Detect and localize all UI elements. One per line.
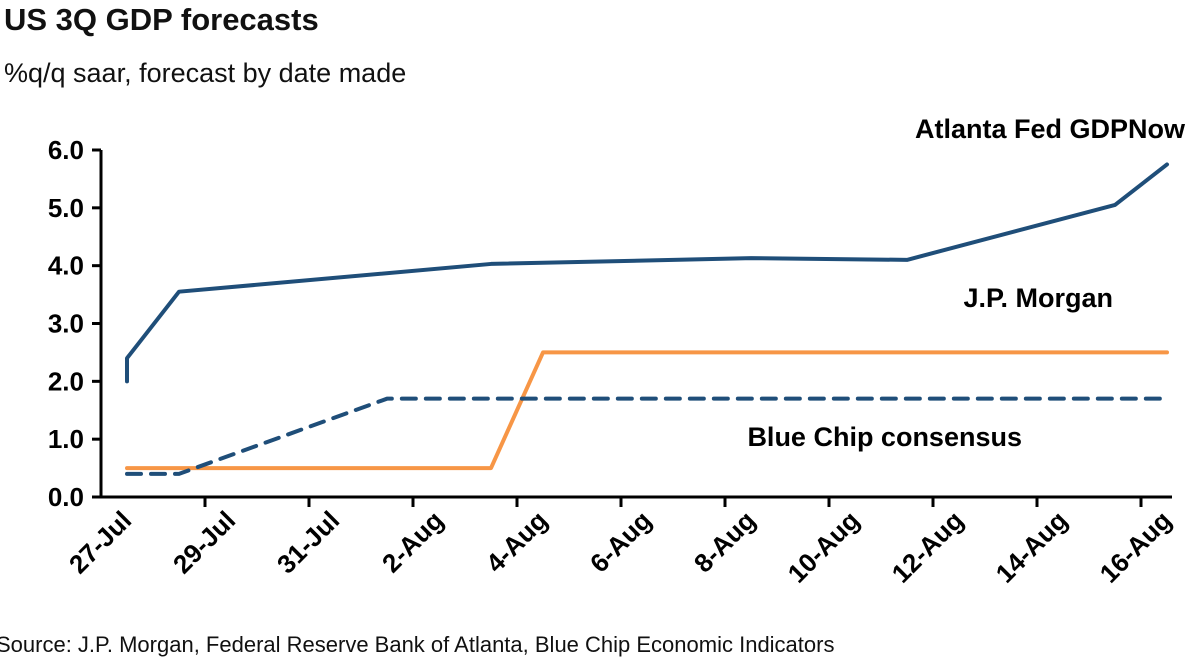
x-tick-label: 27-Jul: [63, 505, 137, 579]
x-tick-label: 8-Aug: [688, 505, 761, 578]
series-label: Atlanta Fed GDPNow: [915, 114, 1186, 144]
series-line-atlanta-fed-gdpnow: [125, 162, 1169, 384]
chart-title: US 3Q GDP forecasts: [4, 2, 319, 37]
y-tick-label: 1.0: [48, 424, 84, 454]
series-line-blue-chip-consensus: [125, 396, 1169, 476]
x-tick-label: 2-Aug: [376, 505, 449, 578]
series-label: Blue Chip consensus: [747, 422, 1022, 452]
x-tick-label: 12-Aug: [886, 505, 970, 589]
y-tick-label: 2.0: [48, 366, 84, 396]
y-tick-label: 3.0: [48, 309, 84, 339]
x-tick-label: 6-Aug: [584, 505, 657, 578]
x-tick-label: 4-Aug: [480, 505, 553, 578]
source-note: Source: J.P. Morgan, Federal Reserve Ban…: [0, 632, 835, 657]
x-tick-label: 31-Jul: [271, 505, 345, 579]
x-tick-label: 14-Aug: [990, 505, 1074, 589]
x-tick-label: 16-Aug: [1094, 505, 1178, 589]
chart-subtitle: %q/q saar, forecast by date made: [4, 58, 407, 88]
y-tick-label: 5.0: [48, 193, 84, 223]
y-tick-label: 4.0: [48, 251, 84, 281]
x-tick-label: 10-Aug: [782, 505, 866, 589]
y-tick-label: 6.0: [48, 135, 84, 165]
series-label: J.P. Morgan: [963, 283, 1113, 313]
y-tick-label: 0.0: [48, 482, 84, 512]
series-line-j-p-morgan: [125, 350, 1169, 471]
x-tick-label: 29-Jul: [167, 505, 241, 579]
